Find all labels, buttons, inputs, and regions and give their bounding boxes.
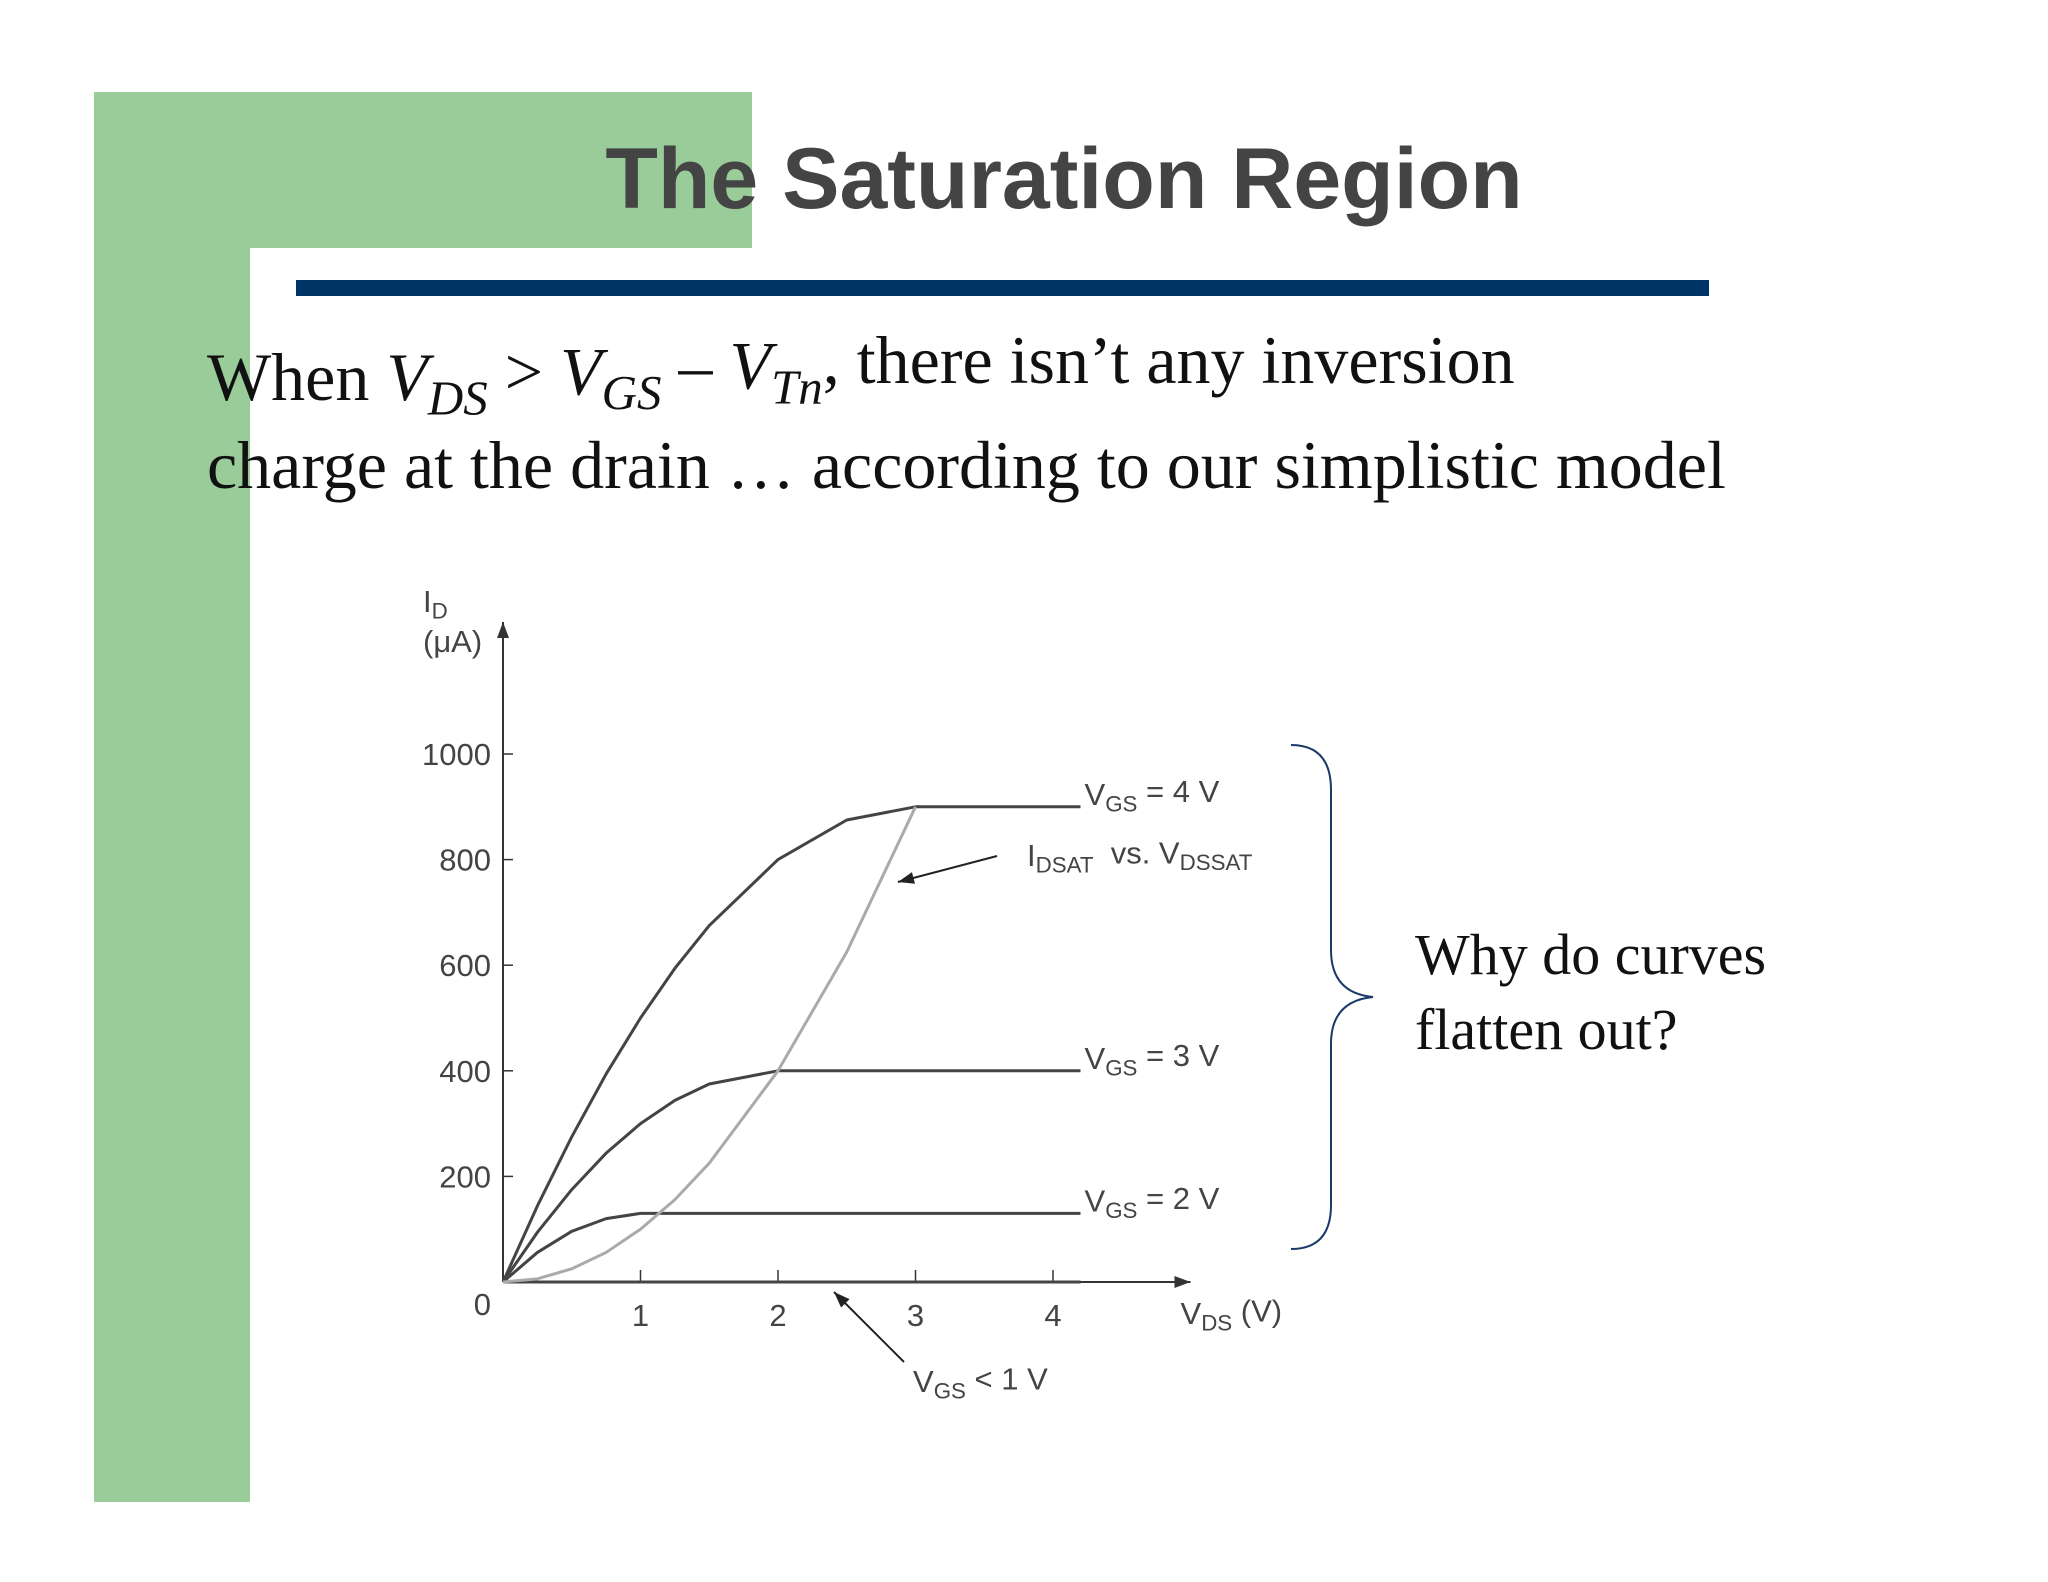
x-tick-label: 2: [769, 1298, 786, 1333]
subscript: GS: [602, 365, 662, 420]
y-tick-label: 200: [439, 1159, 491, 1194]
y-axis-arrow: [497, 622, 509, 638]
brace: [1290, 744, 1374, 1250]
rich-text: VGS = 4 V: [1085, 774, 1220, 816]
text-run: V: [1085, 1183, 1106, 1218]
y-tick-label: 400: [439, 1054, 491, 1089]
body-line: charge at the drain … according to our s…: [207, 427, 1726, 503]
side-note: Why do curves: [1415, 922, 1766, 987]
x-tick-label: 4: [1044, 1298, 1061, 1333]
subscript: GS: [1105, 791, 1137, 816]
x-axis-arrow: [1174, 1276, 1191, 1288]
subscript: DS: [1201, 1311, 1232, 1336]
text-run: , there isn’t any inversion: [823, 322, 1515, 398]
subscript: D: [432, 599, 448, 624]
y-tick-label: 800: [439, 843, 491, 878]
annotation-arrowhead: [834, 1292, 850, 1308]
subscript: DSSAT: [1180, 850, 1253, 875]
curve: [502, 1211, 1081, 1284]
text-run: = 2 V: [1137, 1181, 1219, 1216]
green-band-left: [94, 92, 250, 1502]
annotation-arrow: [833, 1291, 905, 1363]
text-run: (μA): [423, 624, 482, 659]
text-run: V: [560, 333, 609, 409]
slide-title: The Saturation Region: [605, 131, 1522, 227]
text-run: V: [1085, 1041, 1106, 1076]
rich-text: ID: [423, 584, 448, 624]
subscript: DS: [427, 371, 488, 426]
y-tick-label: 1000: [422, 737, 491, 772]
text-run: >: [488, 333, 560, 409]
curve: [502, 806, 917, 1284]
text-run: –: [662, 328, 730, 404]
text-run: vs. V: [1093, 835, 1179, 870]
side-note: flatten out?: [1415, 997, 1678, 1062]
rich-text: VDS (V): [1181, 1293, 1283, 1335]
subscript: DSAT: [1036, 853, 1094, 878]
x-tick-label: 3: [907, 1298, 924, 1333]
curve: [501, 805, 1081, 1283]
text-run: I: [1027, 838, 1036, 873]
text-run: V: [386, 339, 435, 415]
text-run: V: [913, 1364, 934, 1399]
y-tick-label: 600: [439, 948, 491, 983]
rich-text: VGS = 2 V: [1085, 1181, 1220, 1223]
subscript: GS: [1105, 1055, 1137, 1080]
text-run: When: [207, 339, 386, 415]
rich-text: VGS < 1 V: [913, 1361, 1048, 1403]
rich-text: VGS = 3 V: [1085, 1038, 1220, 1080]
curve: [501, 1069, 1081, 1283]
annotation-arrow: [897, 855, 998, 883]
subscript: GS: [1105, 1198, 1137, 1223]
y-tick-label: 0: [474, 1287, 491, 1322]
annotation-arrowhead: [898, 872, 915, 884]
text-run: V: [1181, 1296, 1202, 1331]
text-run: V: [1085, 777, 1106, 812]
rich-text: When VDS > VGS – VTn, there isn’t any in…: [207, 322, 1515, 426]
text-run: V: [730, 328, 779, 404]
text-run: = 4 V: [1137, 774, 1219, 809]
subscript: GS: [934, 1379, 966, 1404]
text-run: (V): [1232, 1293, 1282, 1328]
rich-text: IDSAT vs. VDSSAT: [1027, 835, 1253, 877]
rich-text: (μA): [423, 624, 482, 659]
subscript: Tn: [771, 359, 823, 414]
text-run: I: [423, 584, 432, 619]
title-rule: [296, 280, 1709, 296]
text-run: = 3 V: [1137, 1038, 1219, 1073]
text-run: < 1 V: [966, 1361, 1048, 1396]
x-tick-label: 1: [632, 1298, 649, 1333]
